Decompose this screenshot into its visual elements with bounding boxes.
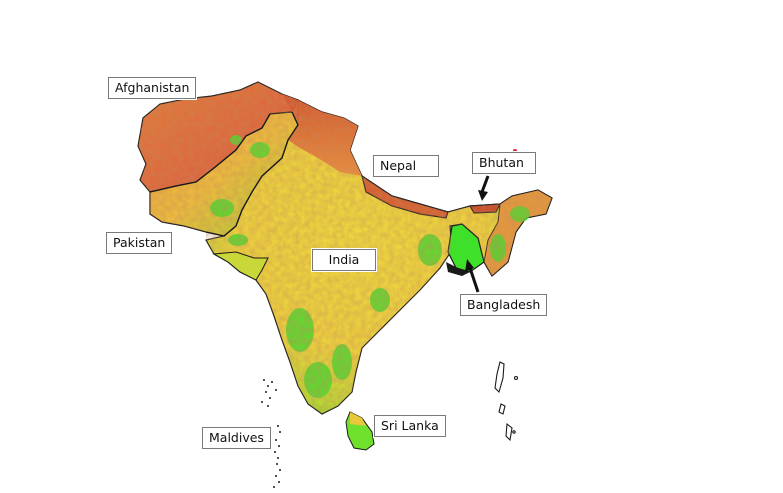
label-bhutan: Bhutan xyxy=(472,152,536,174)
label-pakistan: Pakistan xyxy=(106,232,173,254)
texture-overlay xyxy=(138,82,552,414)
label-afghanistan: Afghanistan xyxy=(108,77,197,99)
callout-arrows xyxy=(465,175,490,293)
label-bangladesh: Bangladesh xyxy=(460,294,548,316)
label-india: India xyxy=(312,249,376,271)
country-borders xyxy=(149,111,299,237)
bangladesh-region xyxy=(447,223,485,273)
lakshadweep-islands xyxy=(261,379,277,407)
label-sri-lanka: Sri Lanka xyxy=(374,415,446,437)
maldives-islands xyxy=(273,425,281,488)
sri-lanka-dry-north xyxy=(350,412,366,426)
gujarat-peninsula xyxy=(212,251,269,281)
label-maldives: Maldives xyxy=(202,427,271,449)
andaman-nicobar-islands xyxy=(494,361,519,442)
sundarbans-dark-area xyxy=(446,262,470,276)
label-nepal: Nepal xyxy=(373,155,439,177)
